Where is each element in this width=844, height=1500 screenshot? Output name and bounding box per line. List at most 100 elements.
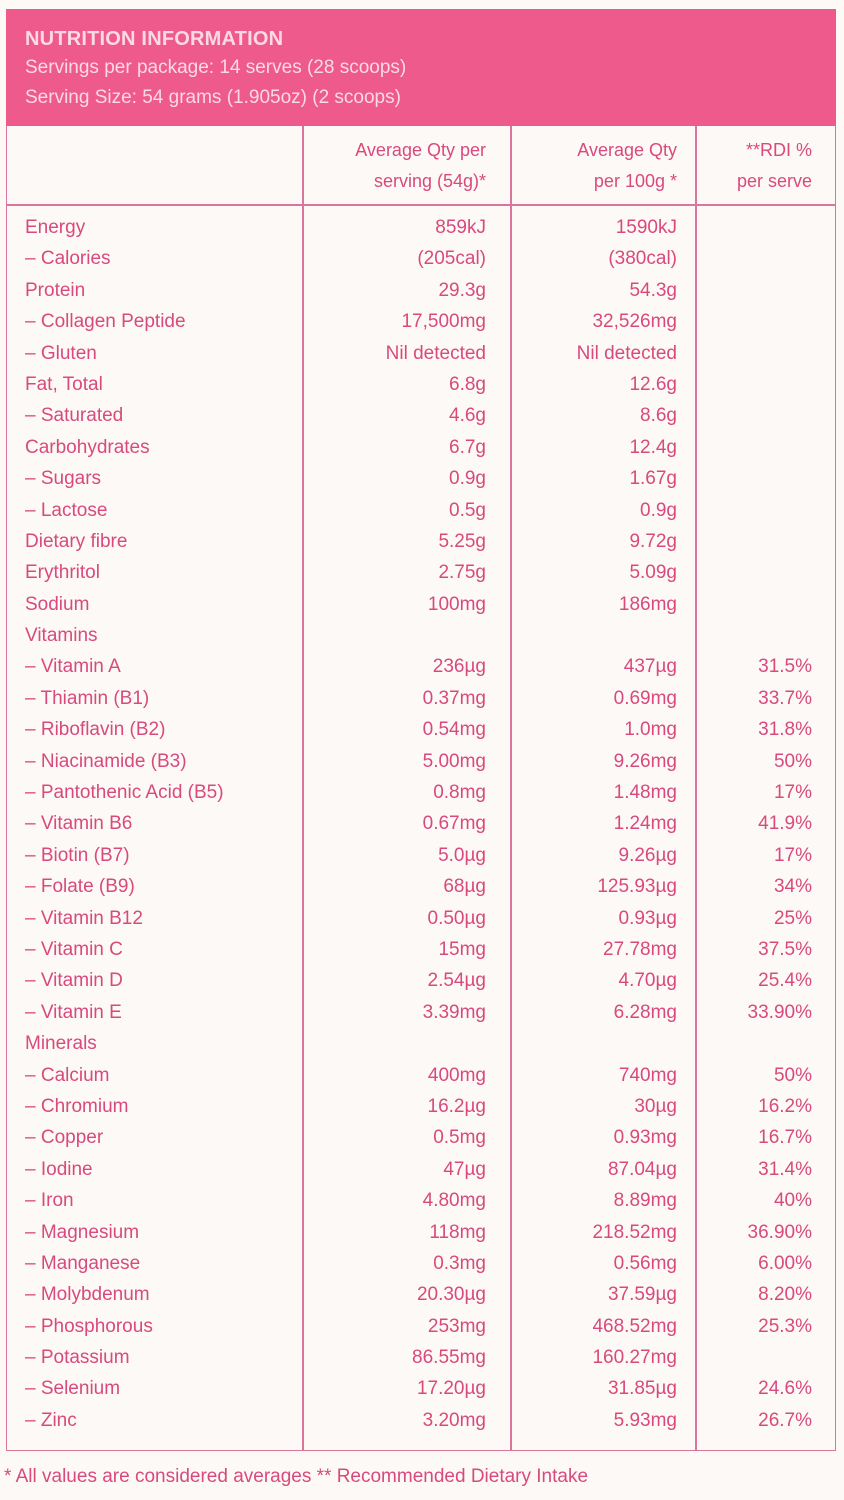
table-row: Dietary fibre 5.25g 9.72g xyxy=(7,526,835,557)
qty-per-100g: 0.9g xyxy=(640,499,677,521)
qty-per-100g: 6.28mg xyxy=(613,1001,677,1023)
column-divider xyxy=(695,126,697,1450)
qty-per-serving: 4.80mg xyxy=(422,1190,486,1212)
qty-per-100g: 54.3g xyxy=(629,279,677,301)
qty-per-100g: Nil detected xyxy=(576,342,677,364)
qty-per-serving: 2.54µg xyxy=(427,970,487,992)
nutrient-name: – Chromium xyxy=(25,1095,129,1117)
nutrient-name: – Vitamin A xyxy=(25,656,121,678)
qty-per-100g: 4.70µg xyxy=(618,970,678,992)
qty-per-100g: 1.48mg xyxy=(613,782,677,804)
rdi-percent: 17% xyxy=(773,782,812,804)
table-body: Energy 859kJ 1590kJ – Calories (205cal) (380c… xyxy=(7,212,835,1436)
qty-per-serving: 29.3g xyxy=(438,279,486,301)
rdi-percent: 26.7% xyxy=(758,1409,812,1431)
qty-per-serving: 47µg xyxy=(443,1158,486,1180)
nutrient-name: Vitamins xyxy=(25,625,98,647)
servings-per-package: Servings per package: 14 serves (28 scoo… xyxy=(25,57,407,78)
rdi-percent: 40% xyxy=(773,1190,812,1212)
nutrient-name: – Collagen Peptide xyxy=(25,311,186,333)
qty-per-100g: 12.4g xyxy=(629,436,677,458)
rdi-percent: 37.5% xyxy=(758,938,812,960)
nutrient-name: – Biotin (B7) xyxy=(25,844,130,866)
col-header-rdi: **RDI % per serve xyxy=(736,140,812,191)
rdi-percent: 31.8% xyxy=(758,719,812,741)
rdi-percent: 31.5% xyxy=(758,656,812,678)
nutrient-name: – Vitamin C xyxy=(25,938,123,960)
qty-per-serving: 0.3mg xyxy=(433,1252,486,1274)
qty-per-100g: 160.27mg xyxy=(592,1347,677,1369)
nutrient-name: – Riboflavin (B2) xyxy=(25,719,166,741)
table-row: Energy 859kJ 1590kJ xyxy=(7,212,835,243)
nutrient-name: – Lactose xyxy=(25,499,108,521)
qty-per-serving: (205cal) xyxy=(417,248,486,270)
col-header-per-serving: Average Qty per serving (54g)* xyxy=(355,140,486,191)
table-row: Protein 29.3g 54.3g xyxy=(7,275,835,306)
nutrient-name: – Iron xyxy=(25,1190,74,1212)
qty-per-serving: 6.8g xyxy=(449,373,486,395)
nutrient-name: – Calcium xyxy=(25,1064,110,1086)
table-row: – Biotin (B7) 5.0µg 9.26µg 17% xyxy=(7,840,835,871)
col-header-per-100g: Average Qty per 100g * xyxy=(577,140,677,191)
table-row: – Lactose 0.5g 0.9g xyxy=(7,495,835,526)
qty-per-100g: 8.89mg xyxy=(613,1190,677,1212)
rdi-percent: 25.4% xyxy=(758,970,812,992)
table-row: – Vitamin A 236µg 437µg 31.5% xyxy=(7,651,835,682)
qty-per-serving: 0.67mg xyxy=(422,813,486,835)
nutrient-name: – Iodine xyxy=(25,1158,93,1180)
header-divider xyxy=(7,204,835,206)
qty-per-100g: 468.52mg xyxy=(592,1315,677,1337)
rdi-percent: 25% xyxy=(773,907,812,929)
qty-per-serving: 253mg xyxy=(427,1315,486,1337)
qty-per-100g: 1590kJ xyxy=(615,217,677,238)
qty-per-serving: 5.25g xyxy=(438,530,486,552)
qty-per-100g: 740mg xyxy=(618,1064,677,1086)
qty-per-100g: 87.04µg xyxy=(607,1158,677,1180)
qty-per-serving: 86.55mg xyxy=(412,1347,486,1369)
qty-per-serving: 3.20mg xyxy=(422,1409,486,1431)
qty-per-100g: 5.09g xyxy=(629,562,677,584)
table-row: Vitamins xyxy=(7,620,835,651)
qty-per-100g: 1.24mg xyxy=(613,813,677,835)
column-divider xyxy=(302,126,304,1450)
table-row: – Riboflavin (B2) 0.54mg 1.0mg 31.8% xyxy=(7,714,835,745)
qty-per-100g: 30µg xyxy=(634,1095,677,1117)
qty-per-serving: 0.50µg xyxy=(427,907,487,929)
nutrient-name: – Phosphorous xyxy=(25,1315,153,1337)
qty-per-100g: 0.56mg xyxy=(613,1252,677,1274)
nutrient-name: – Magnesium xyxy=(25,1221,140,1243)
qty-per-100g: 0.93mg xyxy=(613,1127,677,1149)
table-row: – Vitamin C 15mg 27.78mg 37.5% xyxy=(7,934,835,965)
rdi-percent: 8.20% xyxy=(758,1284,812,1306)
table-row: – Phosphorous 253mg 468.52mg 25.3% xyxy=(7,1311,835,1342)
table-row: – Chromium 16.2µg 30µg 16.2% xyxy=(7,1091,835,1122)
table-row: – Pantothenic Acid (B5) 0.8mg 1.48mg 17% xyxy=(7,777,835,808)
rdi-percent: 33.7% xyxy=(758,687,812,709)
qty-per-100g: 437µg xyxy=(623,656,677,678)
nutrient-name: Sodium xyxy=(25,593,90,615)
table-row: – Sugars 0.9g 1.67g xyxy=(7,463,835,494)
qty-per-100g: 27.78mg xyxy=(603,938,677,960)
nutrient-name: – Saturated xyxy=(25,405,124,427)
rdi-percent: 25.3% xyxy=(758,1315,812,1337)
rdi-percent: 31.4% xyxy=(758,1158,812,1180)
qty-per-100g: 9.26mg xyxy=(613,750,677,772)
table-row: – Manganese 0.3mg 0.56mg 6.00% xyxy=(7,1248,835,1279)
qty-per-100g: 37.59µg xyxy=(607,1284,677,1306)
nutrient-name: – Vitamin B6 xyxy=(25,813,133,835)
panel-title: NUTRITION INFORMATION xyxy=(25,28,284,50)
table-row: – Thiamin (B1) 0.37mg 0.69mg 33.7% xyxy=(7,683,835,714)
qty-per-serving: 236µg xyxy=(432,656,486,678)
nutrient-name: Minerals xyxy=(25,1033,97,1055)
qty-per-serving: Nil detected xyxy=(385,342,486,364)
qty-per-serving: 400mg xyxy=(427,1064,486,1086)
qty-per-serving: 20.30µg xyxy=(416,1284,486,1306)
table-row: – Potassium 86.55mg 160.27mg xyxy=(7,1342,835,1373)
qty-per-100g: 0.69mg xyxy=(613,687,677,709)
table-row: Erythritol 2.75g 5.09g xyxy=(7,557,835,588)
rdi-percent: 50% xyxy=(773,750,812,772)
column-divider xyxy=(510,126,512,1450)
qty-per-100g: 9.72g xyxy=(629,530,677,552)
qty-per-100g: 125.93µg xyxy=(597,876,677,898)
qty-per-serving: 6.7g xyxy=(449,436,486,458)
